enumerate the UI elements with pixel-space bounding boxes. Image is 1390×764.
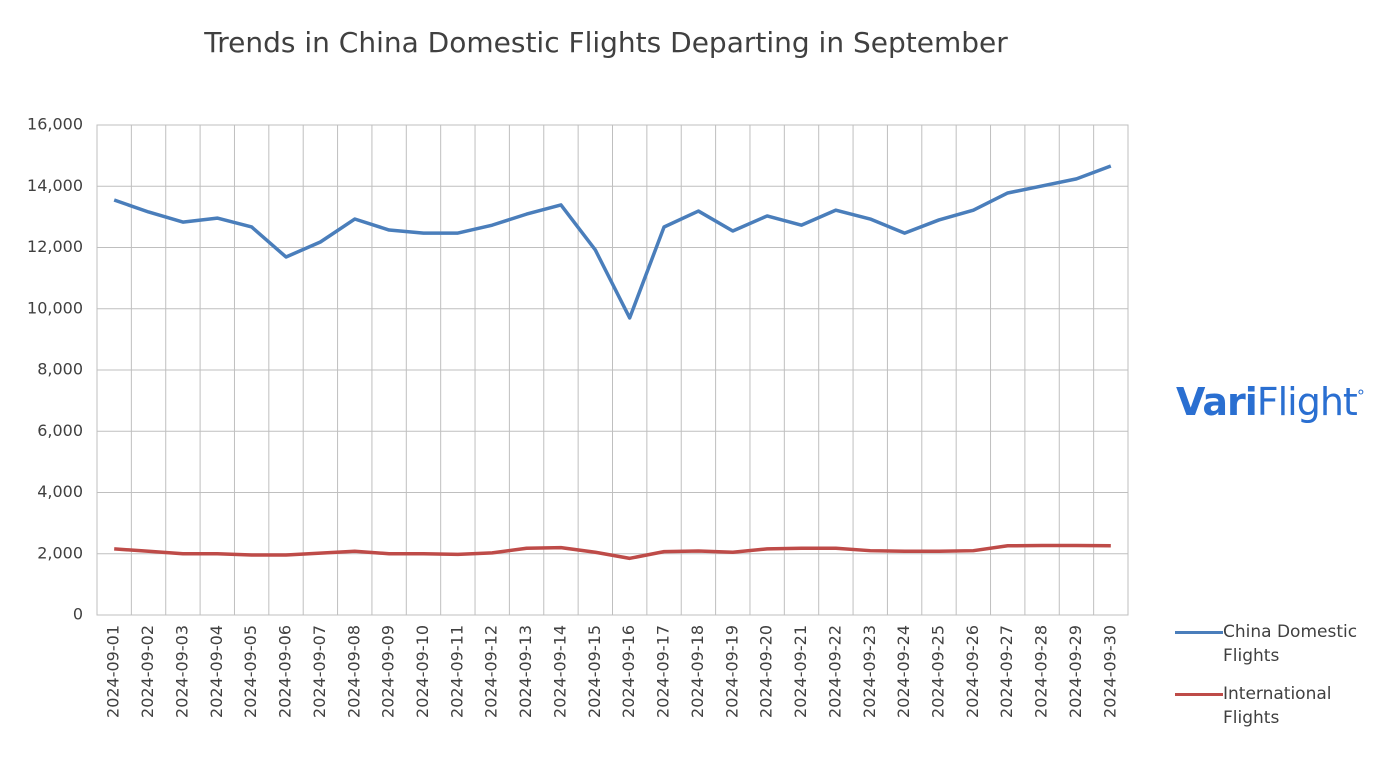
x-tick-label: 2024-09-26 bbox=[963, 625, 982, 718]
y-tick-label: 4,000 bbox=[37, 482, 83, 501]
logo-light: Flight bbox=[1256, 380, 1358, 424]
x-tick-label: 2024-09-20 bbox=[757, 625, 776, 718]
x-tick-label: 2024-09-04 bbox=[207, 625, 226, 718]
legend-item: International Flights bbox=[1175, 682, 1385, 730]
legend-label: China Domestic Flights bbox=[1223, 622, 1358, 666]
legend-swatch bbox=[1175, 631, 1223, 634]
x-tick-label: 2024-09-19 bbox=[722, 625, 741, 718]
logo-bold: Vari bbox=[1176, 380, 1258, 424]
x-tick-label: 2024-09-22 bbox=[825, 625, 844, 718]
chart-title: Trends in China Domestic Flights Departi… bbox=[203, 26, 1008, 59]
x-tick-label: 2024-09-05 bbox=[241, 625, 260, 718]
x-tick-label: 2024-09-28 bbox=[1032, 625, 1051, 718]
x-tick-label: 2024-09-02 bbox=[138, 625, 157, 718]
logo-dot: ° bbox=[1356, 386, 1365, 406]
x-tick-label: 2024-09-13 bbox=[516, 625, 535, 718]
x-tick-label: 2024-09-03 bbox=[172, 625, 191, 718]
legend: China Domestic Flights International Flig… bbox=[1175, 620, 1385, 744]
x-tick-label: 2024-09-07 bbox=[310, 625, 329, 718]
series-line bbox=[113, 164, 1112, 320]
x-tick-label: 2024-09-21 bbox=[791, 625, 810, 718]
x-tick-label: 2024-09-08 bbox=[344, 625, 363, 718]
logo: VariFlight° bbox=[1176, 380, 1365, 424]
x-tick-label: 2024-09-25 bbox=[928, 625, 947, 718]
x-tick-label: 2024-09-16 bbox=[619, 625, 638, 718]
y-tick-label: 0 bbox=[73, 605, 83, 624]
legend-item: China Domestic Flights bbox=[1175, 620, 1385, 668]
x-tick-label: 2024-09-24 bbox=[894, 625, 913, 718]
x-tick-label: 2024-09-18 bbox=[688, 625, 707, 718]
series-line bbox=[114, 543, 1111, 561]
y-tick-label: 12,000 bbox=[27, 237, 83, 256]
legend-swatch bbox=[1175, 693, 1223, 696]
x-tick-label: 2024-09-06 bbox=[276, 625, 295, 718]
x-tick-label: 2024-09-09 bbox=[379, 625, 398, 718]
y-tick-label: 10,000 bbox=[27, 298, 83, 317]
x-tick-label: 2024-09-11 bbox=[447, 625, 466, 718]
x-tick-label: 2024-09-29 bbox=[1066, 625, 1085, 718]
y-tick-label: 2,000 bbox=[37, 543, 83, 562]
x-tick-label: 2024-09-01 bbox=[104, 625, 123, 718]
y-tick-label: 16,000 bbox=[27, 115, 83, 134]
x-tick-label: 2024-09-23 bbox=[860, 625, 879, 718]
x-tick-label: 2024-09-10 bbox=[413, 625, 432, 718]
x-tick-label: 2024-09-15 bbox=[585, 625, 604, 718]
y-tick-label: 8,000 bbox=[37, 360, 83, 379]
x-tick-label: 2024-09-14 bbox=[550, 625, 569, 718]
legend-label: International Flights bbox=[1223, 684, 1332, 728]
x-tick-label: 2024-09-12 bbox=[482, 625, 501, 718]
x-tick-label: 2024-09-30 bbox=[1100, 625, 1119, 718]
x-tick-label: 2024-09-17 bbox=[654, 625, 673, 718]
y-tick-label: 14,000 bbox=[27, 176, 83, 195]
y-tick-label: 6,000 bbox=[37, 421, 83, 440]
x-tick-label: 2024-09-27 bbox=[997, 625, 1016, 718]
